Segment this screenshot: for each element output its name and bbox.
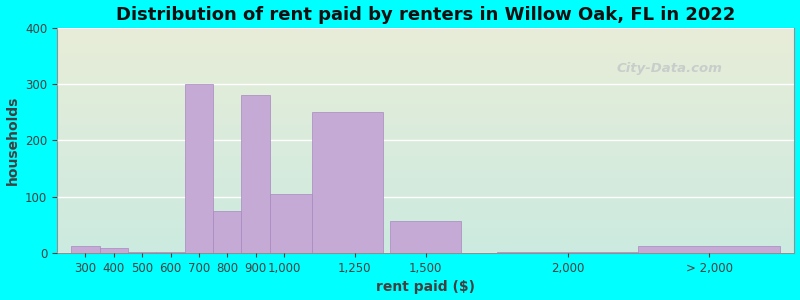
Bar <box>71 246 100 253</box>
Bar <box>156 252 185 253</box>
Bar <box>270 194 312 253</box>
Bar <box>390 221 462 253</box>
Y-axis label: households: households <box>6 96 19 185</box>
Bar <box>128 252 156 253</box>
Title: Distribution of rent paid by renters in Willow Oak, FL in 2022: Distribution of rent paid by renters in … <box>116 6 735 24</box>
Bar <box>242 95 270 253</box>
Bar <box>312 112 383 253</box>
Bar <box>213 211 242 253</box>
Bar <box>100 248 128 253</box>
Bar <box>497 252 638 253</box>
Bar <box>185 84 213 253</box>
X-axis label: rent paid ($): rent paid ($) <box>376 280 475 294</box>
Text: City-Data.com: City-Data.com <box>616 62 722 75</box>
Bar <box>638 246 780 253</box>
